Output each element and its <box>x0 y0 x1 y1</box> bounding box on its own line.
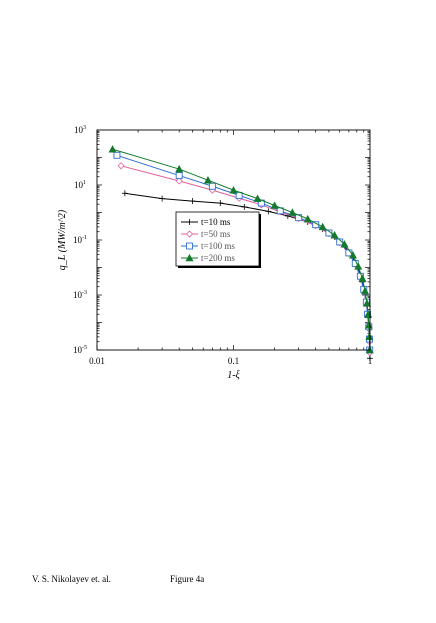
data-point <box>303 214 312 223</box>
data-point <box>358 274 367 282</box>
data-point <box>366 355 373 362</box>
y-tick-exponent: -5 <box>82 345 87 351</box>
data-point <box>175 164 184 173</box>
y-tick-base: 10 <box>74 125 84 135</box>
plot-border <box>96 129 371 351</box>
legend: t=10 ms t=50 ms t=100 ms t=200 ms <box>175 211 261 268</box>
x-axis-label: 1-ξ <box>227 370 240 381</box>
data-point <box>241 203 248 210</box>
figure-label: Figure 4a <box>170 574 205 584</box>
y-tick-exponent: -3 <box>82 290 87 296</box>
y-tick-label: 10-3 <box>73 290 87 300</box>
data-point <box>365 332 374 341</box>
data-point <box>336 238 344 246</box>
plot-frame <box>96 129 371 351</box>
legend-entry: t=50 ms <box>181 229 231 239</box>
data-point <box>175 177 183 185</box>
y-tick-label: 10-1 <box>73 235 87 245</box>
data-point <box>362 299 371 307</box>
data-point <box>217 200 224 207</box>
legend-marker <box>185 230 194 238</box>
data-point <box>330 231 339 239</box>
data-point <box>113 151 121 159</box>
data-point <box>175 172 183 180</box>
y-tick-label: 101 <box>74 180 86 190</box>
data-point <box>361 286 370 295</box>
y-tick-base: 10 <box>74 180 84 190</box>
y-tick-exponent: -1 <box>82 235 87 241</box>
data-point <box>265 208 272 215</box>
series-layer <box>108 145 374 362</box>
data-point <box>318 222 327 231</box>
y-tick-exponent: 3 <box>83 125 86 131</box>
data-point <box>121 190 128 197</box>
data-point <box>117 162 125 170</box>
data-point <box>189 198 196 205</box>
x-tick-label: 1 <box>368 356 373 366</box>
legend-label: t=10 ms <box>201 217 231 227</box>
y-tick-base: 10 <box>73 345 83 355</box>
author-caption: V. S. Nikolayev et. al. <box>32 574 111 584</box>
data-point <box>229 186 238 194</box>
legend-marker <box>186 242 193 250</box>
legend-marker <box>186 219 193 225</box>
legend-marker <box>185 253 194 262</box>
y-tick-label: 10-5 <box>73 345 87 355</box>
legend-label: t=100 ms <box>201 241 235 251</box>
data-point <box>348 251 357 259</box>
y-tick-label: 103 <box>74 125 86 135</box>
data-point <box>340 240 349 248</box>
x-tick-label: 0.1 <box>228 356 239 366</box>
data-point <box>270 201 279 209</box>
legend-entry: t=100 ms <box>181 241 235 251</box>
series-4 <box>108 145 374 354</box>
data-point <box>253 194 262 202</box>
data-point <box>208 182 216 190</box>
y-tick-base: 10 <box>73 235 83 245</box>
data-point <box>354 262 363 270</box>
data-point <box>159 195 166 202</box>
data-point <box>203 176 212 184</box>
legend-label: t=50 ms <box>201 229 231 239</box>
legend-entry: t=200 ms <box>181 253 235 263</box>
legend-entry: t=10 ms <box>181 217 231 227</box>
x-tick-label: 0.01 <box>89 356 105 366</box>
legend-label: t=200 ms <box>201 253 235 263</box>
data-point <box>288 208 297 216</box>
data-point <box>364 321 373 329</box>
y-axis-label: q_L (MW/m^2) <box>57 209 68 270</box>
y-tick-base: 10 <box>73 290 83 300</box>
y-tick-exponent: 1 <box>83 180 86 186</box>
data-point <box>108 145 117 153</box>
